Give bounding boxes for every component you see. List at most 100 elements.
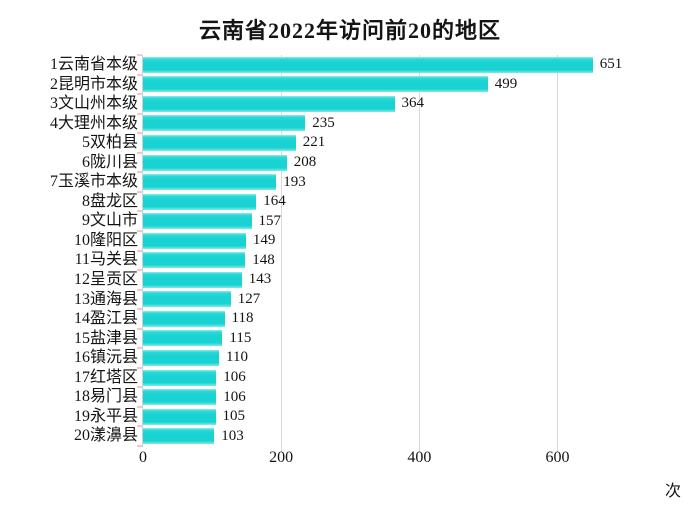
bar-row: 15盐津县 115 [74,329,695,349]
y-tick [137,73,142,76]
bar [143,349,219,366]
y-tick [137,112,142,115]
y-tick [137,269,142,272]
value-label: 105 [222,408,246,425]
y-tick [137,308,142,311]
x-axis: 0 200 400 600 [139,449,695,469]
x-tick-label: 0 [139,449,147,466]
value-label: 235 [312,114,335,131]
category-label: 15盐津县 [73,329,138,347]
x-tick-label: 200 [269,449,294,466]
bar-row: 5双柏县 221 [82,133,695,153]
y-axis-line [142,55,143,447]
y-tick [137,288,142,291]
value-label: 103 [221,427,244,444]
bar-row: 16镇沅县 110 [74,348,695,368]
bar [143,76,488,93]
category-label: 16镇沅县 [73,349,138,367]
x-tick-label: 400 [407,449,432,466]
value-label: 651 [599,56,623,73]
category-label: 20漾濞县 [73,427,138,445]
category-label: 2昆明市本级 [49,75,138,93]
bar-row: 19永平县 105 [74,407,695,427]
bar-row: 3文山州本级 364 [50,94,695,114]
category-label: 1云南省本级 [49,56,138,73]
plot-area: 1云南省本级 651 2昆明市本级 499 3文山州本级 364 4大理州本级 235 5双柏县… [50,54,695,452]
bar [143,232,246,249]
bar [143,428,215,445]
value-label: 106 [223,388,246,405]
bar [143,271,242,288]
category-label: 13通海县 [73,290,138,308]
bar [143,213,252,230]
value-label: 193 [283,173,306,190]
chart-title: 云南省2022年访问前20的地区 [198,18,501,43]
y-tick [137,445,142,447]
value-label: 127 [237,290,261,307]
y-tick [137,229,142,232]
y-tick [137,190,142,193]
y-tick [137,405,142,408]
y-tick [137,249,142,252]
bar-row: 7玉溪市本级 193 [50,172,695,192]
bar [143,252,246,269]
value-label: 143 [248,271,272,288]
gridline-200 [281,55,283,452]
bar [143,369,217,386]
category-label: 8盘龙区 [81,192,138,210]
category-label: 10隆阳区 [73,231,138,249]
value-label: 106 [223,369,246,386]
bar-row: 2昆明市本级 499 [50,75,695,95]
category-label: 11马关县 [74,251,138,269]
bar-row: 8盘龙区 164 [82,192,695,212]
bar [143,95,395,112]
category-label: 6陇川县 [81,153,138,171]
value-label: 364 [401,95,425,112]
bar-row: 18易门县 106 [74,387,695,407]
bar [143,193,257,210]
bar [143,291,231,308]
y-tick [137,347,142,350]
y-tick [137,151,142,154]
value-label: 115 [229,329,252,346]
y-tick [137,210,142,213]
axis-unit-label: 次 [665,483,682,500]
bar-row: 12呈贡区 143 [74,270,695,290]
bar-row: 20漾濞县 103 [74,426,695,446]
bar [143,115,306,132]
bar [143,408,216,425]
gridline-600 [557,55,559,452]
category-label: 9文山市 [81,212,138,230]
bar-row: 13通海县 127 [74,290,695,310]
bar [143,389,217,406]
bar [143,310,225,327]
bar-row: 11马关县 148 [75,250,695,270]
bar-row: 1云南省本级 651 [50,55,695,75]
value-label: 221 [302,134,326,151]
bar-row: 17红塔区 106 [74,368,695,388]
bar [143,56,593,73]
value-label: 164 [263,193,286,210]
category-label: 7玉溪市本级 [49,173,138,191]
category-label: 3文山州本级 [49,95,138,113]
bar-row: 10隆阳区 149 [74,231,695,251]
y-tick [137,366,142,369]
value-label: 157 [258,212,282,229]
value-label: 110 [226,349,248,366]
y-tick [137,386,142,389]
category-label: 19永平县 [73,407,138,425]
value-label: 149 [252,232,276,249]
bar-row: 4大理州本级 235 [50,114,695,134]
bar-row: 6陇川县 208 [82,153,695,173]
category-label: 5双柏县 [81,134,138,152]
gridline-400 [419,55,421,452]
y-tick [137,171,142,174]
bar [143,174,277,191]
value-label: 208 [293,154,317,170]
category-label: 12呈贡区 [73,271,138,289]
category-label: 14盈江县 [73,310,138,328]
category-label: 4大理州本级 [49,114,138,132]
category-label: 17红塔区 [73,368,138,386]
x-tick-label: 600 [545,449,570,466]
